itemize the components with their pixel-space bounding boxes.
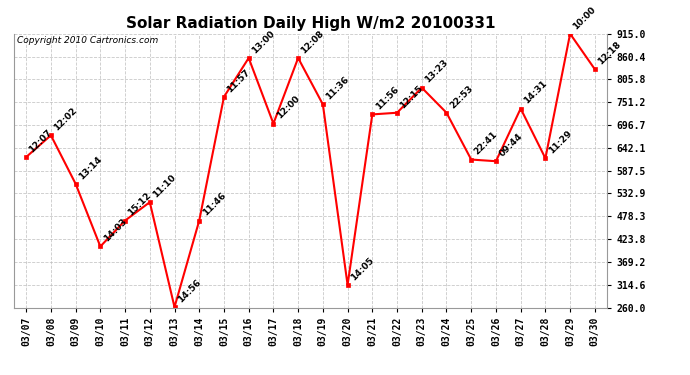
Text: 13:00: 13:00: [250, 29, 277, 55]
Text: 12:18: 12:18: [596, 40, 623, 66]
Text: 11:57: 11:57: [226, 68, 252, 94]
Text: Copyright 2010 Cartronics.com: Copyright 2010 Cartronics.com: [17, 36, 158, 45]
Text: 22:41: 22:41: [473, 130, 500, 157]
Text: 15:12: 15:12: [126, 191, 153, 218]
Text: 11:36: 11:36: [324, 75, 351, 102]
Text: 13:14: 13:14: [77, 154, 104, 181]
Text: 12:00: 12:00: [275, 94, 302, 121]
Text: 14:03: 14:03: [101, 217, 128, 244]
Text: 11:10: 11:10: [151, 173, 178, 200]
Text: 22:53: 22:53: [448, 83, 475, 110]
Text: 11:46: 11:46: [201, 191, 227, 218]
Text: 11:29: 11:29: [546, 129, 573, 156]
Text: 14:31: 14:31: [522, 79, 549, 106]
Text: 12:08: 12:08: [299, 29, 326, 55]
Text: 10:00: 10:00: [571, 4, 598, 31]
Text: 11:56: 11:56: [374, 85, 400, 112]
Text: 13:23: 13:23: [423, 58, 450, 85]
Text: 14:56: 14:56: [176, 278, 203, 304]
Text: 12:02: 12:02: [52, 106, 79, 132]
Text: 12:07: 12:07: [28, 128, 54, 154]
Text: 09:44: 09:44: [497, 132, 524, 159]
Title: Solar Radiation Daily High W/m2 20100331: Solar Radiation Daily High W/m2 20100331: [126, 16, 495, 31]
Text: 12:15: 12:15: [398, 83, 425, 110]
Text: 14:05: 14:05: [349, 255, 375, 282]
